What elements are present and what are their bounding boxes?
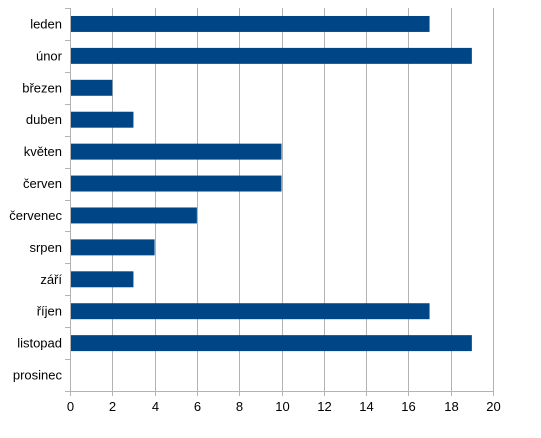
category-label: duben	[26, 112, 62, 127]
x-tick-label: 2	[109, 399, 116, 414]
x-tick-label: 12	[317, 399, 331, 414]
x-tick-label: 10	[275, 399, 289, 414]
bar-10	[70, 303, 430, 320]
category-label: listopad	[17, 336, 62, 351]
labels: 0 2 4 6 8 10 12 14 16 18 20 leden únor březen duben kvě…	[9, 16, 500, 414]
x-tick-label: 4	[152, 399, 159, 414]
bar-6	[70, 175, 282, 192]
category-label: březen	[22, 80, 62, 95]
bar-8	[70, 239, 155, 256]
x-tick-label: 8	[236, 399, 243, 414]
bar-3	[70, 79, 113, 96]
bar-4	[70, 111, 134, 128]
x-tick-label: 20	[486, 399, 500, 414]
bar-11	[70, 335, 472, 352]
x-tick-label: 6	[194, 399, 201, 414]
category-label: září	[40, 272, 62, 287]
x-tick-label: 16	[401, 399, 415, 414]
category-label: leden	[30, 16, 62, 31]
category-label: srpen	[29, 240, 62, 255]
grid-lines	[70, 8, 494, 391]
bar-2	[70, 47, 472, 64]
category-label: červenec	[9, 208, 62, 223]
category-label: prosinec	[13, 368, 63, 383]
category-label: únor	[36, 48, 63, 63]
x-tick-label: 0	[67, 399, 74, 414]
bar-9	[70, 271, 134, 288]
bars	[70, 15, 472, 352]
x-tick-label: 18	[444, 399, 458, 414]
bar-5	[70, 143, 282, 160]
bar-7	[70, 207, 197, 224]
x-tick-label: 14	[359, 399, 373, 414]
category-label: červen	[23, 176, 62, 191]
category-label: květen	[24, 144, 62, 159]
axes	[65, 8, 494, 396]
category-label: říjen	[37, 304, 62, 319]
bar-1	[70, 15, 430, 32]
